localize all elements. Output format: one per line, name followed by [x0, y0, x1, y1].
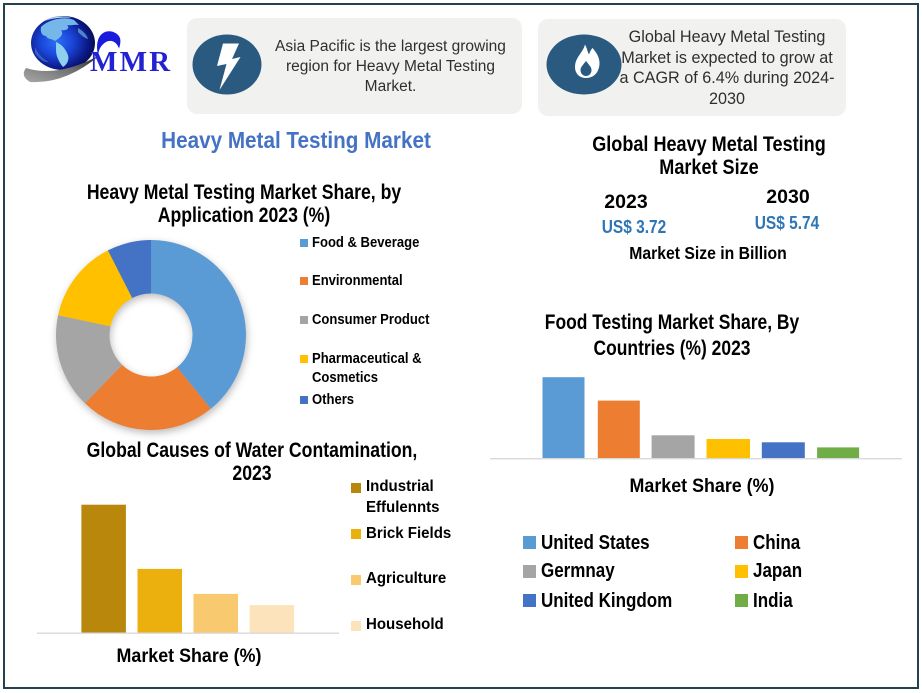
- svg-text:MMR: MMR: [90, 46, 172, 78]
